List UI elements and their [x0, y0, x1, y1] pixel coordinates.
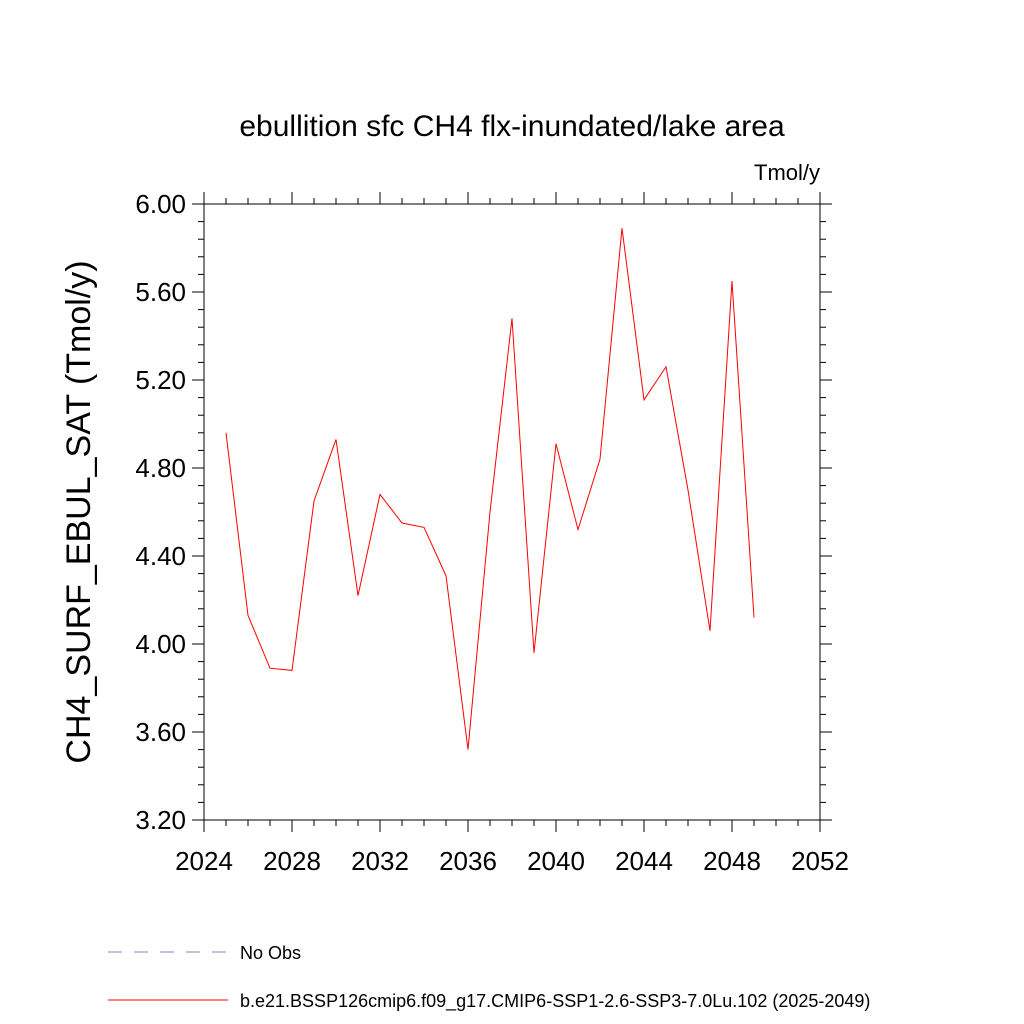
- y-axis: 3.20 3.60 4.00 4.40 4.80 5.20 5.60 6.00: [135, 189, 832, 835]
- x-tick-label: 2052: [791, 846, 849, 876]
- x-tick-label: 2024: [175, 846, 233, 876]
- y-tick-label: 3.20: [135, 805, 186, 835]
- x-tick-label: 2036: [439, 846, 497, 876]
- y-tick-label: 5.20: [135, 365, 186, 395]
- y-tick-label: 5.60: [135, 277, 186, 307]
- series-layer: [225, 228, 755, 750]
- legend-label: b.e21.BSSP126cmip6.f09_g17.CMIP6-SSP1-2.…: [240, 991, 870, 1012]
- chart-title: ebullition sfc CH4 flx-inundated/lake ar…: [239, 110, 785, 143]
- y-tick-label: 4.40: [135, 541, 186, 571]
- series-line: [225, 228, 755, 750]
- y-tick-label: 4.00: [135, 629, 186, 659]
- y-tick-label: 6.00: [135, 189, 186, 219]
- x-tick-label: 2044: [615, 846, 673, 876]
- y-axis-label: CH4_SURF_EBUL_SAT (Tmol/y): [60, 260, 98, 763]
- units-label: Tmol/y: [754, 160, 820, 185]
- y-tick-label: 3.60: [135, 717, 186, 747]
- legend-label: No Obs: [240, 943, 301, 963]
- x-tick-label: 2032: [351, 846, 409, 876]
- x-tick-label: 2028: [263, 846, 321, 876]
- x-axis: 2024 2028 2032 2036 2040 2044 2048 2052: [175, 192, 849, 876]
- x-tick-label: 2048: [703, 846, 761, 876]
- legend: No Obs b.e21.BSSP126cmip6.f09_g17.CMIP6-S…: [108, 943, 870, 1012]
- y-tick-label: 4.80: [135, 453, 186, 483]
- x-tick-label: 2040: [527, 846, 585, 876]
- plot-frame: [203, 203, 821, 821]
